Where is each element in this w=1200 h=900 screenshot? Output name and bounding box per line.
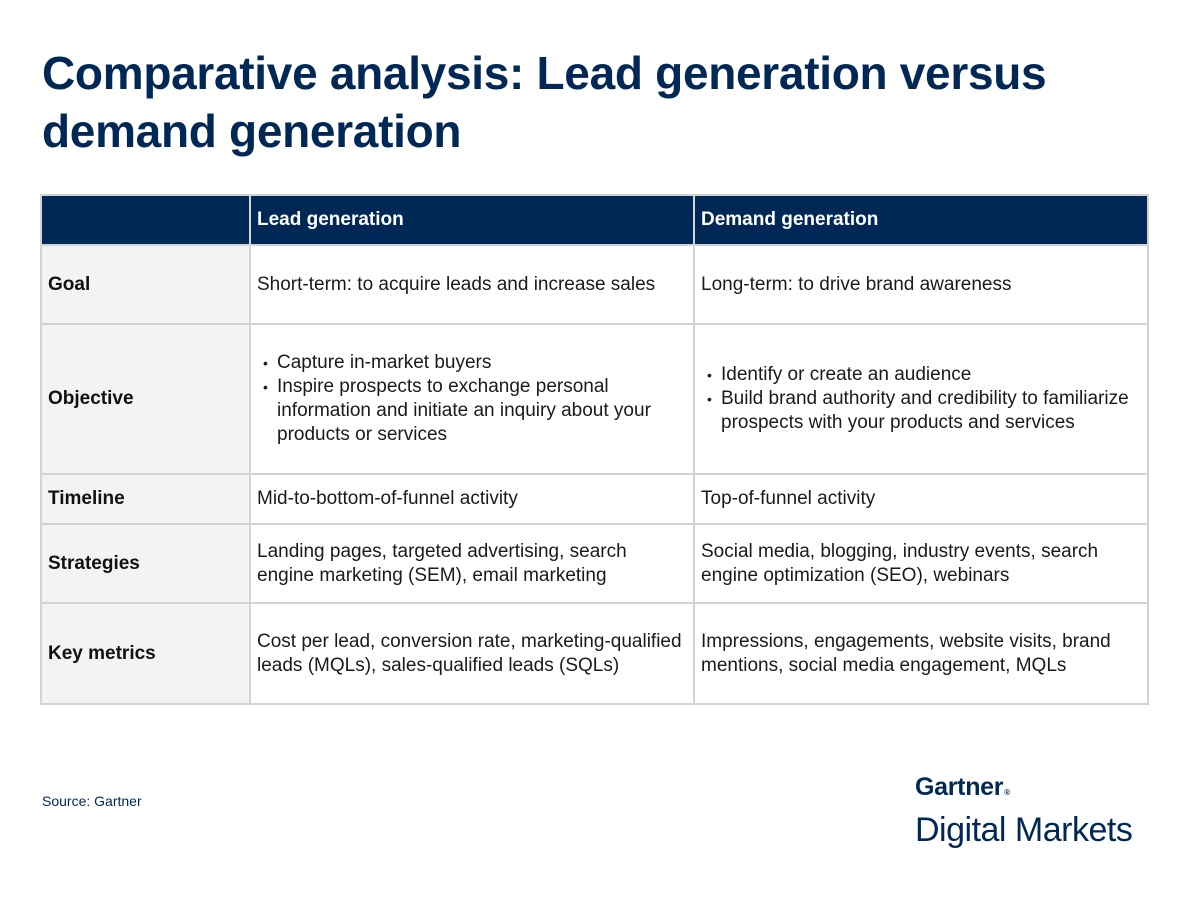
column-header-empty [40,194,251,246]
comparison-table: Lead generation Demand generation Goal S… [40,194,1149,705]
table-header-row: Lead generation Demand generation [40,194,1149,246]
registered-mark-icon: ® [1004,788,1010,797]
bullet-list: Capture in-market buyers Inspire prospec… [257,351,687,447]
logo-brand: Gartner® [915,772,1132,808]
logo-brand-text: Gartner [915,773,1004,801]
bullet-item: Capture in-market buyers [263,351,687,375]
row-label: Timeline [40,473,251,525]
row-label: Strategies [40,523,251,604]
demand-cell: Top-of-funnel activity [693,473,1149,525]
table-row-objective: Objective Capture in-market buyers Inspi… [40,323,1149,475]
logo-subtitle: Digital Markets [915,811,1133,849]
table-row-timeline: Timeline Mid-to-bottom-of-funnel activit… [40,473,1149,525]
demand-cell: Impressions, engagements, website visits… [693,602,1149,705]
row-label: Objective [40,323,251,475]
demand-cell: Social media, blogging, industry events,… [693,523,1149,604]
row-label: Goal [40,244,251,325]
lead-cell: Cost per lead, conversion rate, marketin… [249,602,695,705]
lead-cell: Capture in-market buyers Inspire prospec… [249,323,695,475]
column-header-demand-generation: Demand generation [693,194,1149,246]
row-label: Key metrics [40,602,251,705]
bullet-item: Build brand authority and credibility to… [707,387,1141,435]
table-row-key-metrics: Key metrics Cost per lead, conversion ra… [40,602,1149,705]
page-title: Comparative analysis: Lead generation ve… [42,47,1047,157]
lead-cell: Short-term: to acquire leads and increas… [249,244,695,325]
table-row-strategies: Strategies Landing pages, targeted adver… [40,523,1149,604]
lead-cell: Landing pages, targeted advertising, sea… [249,523,695,604]
bullet-list: Identify or create an audience Build bra… [701,363,1141,435]
source-note: Source: Gartner [42,793,142,809]
lead-cell: Mid-to-bottom-of-funnel activity [249,473,695,525]
table-row-goal: Goal Short-term: to acquire leads and in… [40,244,1149,325]
demand-cell: Identify or create an audience Build bra… [693,323,1149,475]
gartner-digital-markets-logo: Gartner® Digital Markets [915,772,1133,850]
bullet-item: Identify or create an audience [707,363,1141,387]
column-header-lead-generation: Lead generation [249,194,695,246]
demand-cell: Long-term: to drive brand awareness [693,244,1149,325]
bullet-item: Inspire prospects to exchange personal i… [263,375,687,447]
